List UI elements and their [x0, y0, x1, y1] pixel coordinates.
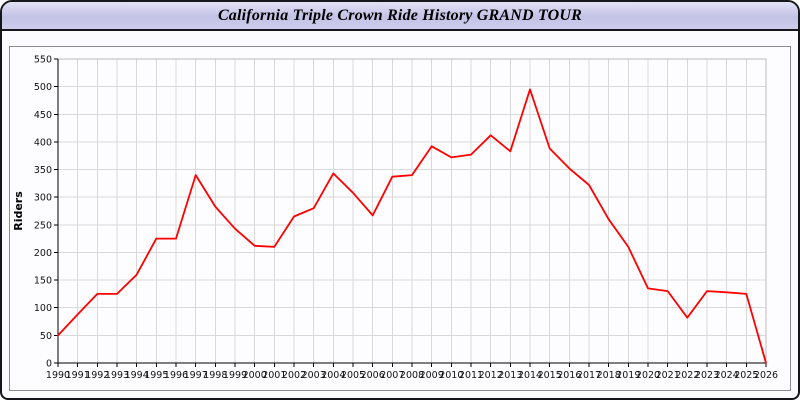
- svg-text:2006: 2006: [361, 370, 385, 381]
- svg-text:2018: 2018: [597, 370, 621, 381]
- svg-text:1990: 1990: [46, 370, 70, 381]
- svg-text:2014: 2014: [518, 370, 542, 381]
- svg-text:2012: 2012: [479, 370, 503, 381]
- svg-text:2017: 2017: [577, 370, 601, 381]
- svg-text:550: 550: [34, 55, 52, 66]
- svg-text:2004: 2004: [321, 370, 345, 381]
- svg-text:1999: 1999: [223, 370, 247, 381]
- svg-text:1992: 1992: [85, 370, 109, 381]
- svg-text:2009: 2009: [420, 370, 444, 381]
- page-title: California Triple Crown Ride History GRA…: [217, 6, 583, 24]
- svg-text:400: 400: [34, 137, 52, 148]
- svg-text:1995: 1995: [144, 370, 168, 381]
- svg-text:2011: 2011: [459, 370, 483, 381]
- svg-text:2024: 2024: [715, 370, 739, 381]
- svg-text:2021: 2021: [656, 370, 680, 381]
- svg-text:200: 200: [34, 248, 52, 259]
- svg-text:2022: 2022: [675, 370, 699, 381]
- svg-text:450: 450: [34, 110, 52, 121]
- svg-text:2026: 2026: [754, 370, 778, 381]
- svg-text:1997: 1997: [184, 370, 208, 381]
- svg-text:2020: 2020: [636, 370, 660, 381]
- svg-text:350: 350: [34, 165, 52, 176]
- svg-text:1994: 1994: [125, 370, 149, 381]
- svg-text:2013: 2013: [498, 370, 522, 381]
- svg-text:2000: 2000: [243, 370, 267, 381]
- svg-text:1996: 1996: [164, 370, 188, 381]
- svg-text:500: 500: [34, 82, 52, 93]
- svg-text:2008: 2008: [400, 370, 424, 381]
- svg-text:2003: 2003: [302, 370, 326, 381]
- svg-text:1991: 1991: [66, 370, 90, 381]
- svg-text:0: 0: [46, 359, 52, 370]
- svg-text:1998: 1998: [203, 370, 227, 381]
- svg-text:1993: 1993: [105, 370, 129, 381]
- svg-text:2019: 2019: [616, 370, 640, 381]
- svg-text:2016: 2016: [557, 370, 581, 381]
- svg-text:2001: 2001: [262, 370, 286, 381]
- svg-text:2010: 2010: [439, 370, 463, 381]
- svg-text:150: 150: [34, 276, 52, 287]
- riders-line-chart: 0501001502002503003504004505005501990199…: [12, 55, 778, 382]
- svg-text:300: 300: [34, 193, 52, 204]
- svg-text:2002: 2002: [282, 370, 306, 381]
- svg-text:2005: 2005: [341, 370, 365, 381]
- svg-text:2015: 2015: [538, 370, 562, 381]
- svg-text:50: 50: [40, 331, 52, 342]
- chart-panel: 0 50 100 150 200 250 300 350 400 450 500 550 1990 199…: [9, 46, 791, 391]
- chart-title-bar: California Triple Crown Ride History GRA…: [2, 2, 798, 31]
- svg-text:2025: 2025: [734, 370, 758, 381]
- svg-text:Riders: Riders: [12, 191, 25, 231]
- svg-text:250: 250: [34, 220, 52, 231]
- svg-text:2007: 2007: [380, 370, 404, 381]
- svg-text:2023: 2023: [695, 370, 719, 381]
- svg-text:100: 100: [34, 303, 52, 314]
